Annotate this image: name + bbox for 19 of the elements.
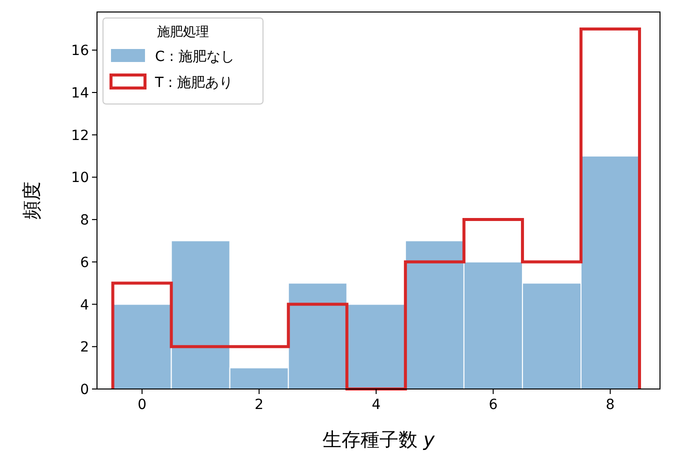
x-tick-label: 8	[606, 397, 615, 413]
y-tick-label: 12	[71, 128, 89, 144]
x-axis-title: 生存種子数 y	[322, 429, 436, 451]
y-tick-label: 0	[80, 382, 89, 398]
legend-label: T : 施肥あり	[154, 75, 234, 91]
y-tick-label: 16	[71, 43, 90, 60]
y-tick-label: 6	[80, 254, 90, 271]
x-tick-label: 0	[138, 397, 147, 413]
y-tick-label: 8	[80, 212, 89, 229]
x-tick-label: 2	[254, 397, 264, 413]
y-tick-label: 10	[71, 170, 89, 186]
legend-label: C : 施肥なし	[155, 49, 234, 65]
y-tick-label: 14	[71, 85, 90, 102]
y-tick-label: 4	[80, 297, 90, 314]
y-axis-title: 頻度	[21, 182, 43, 220]
legend-title: 施肥処理	[157, 25, 209, 40]
x-tick-label: 6	[488, 397, 498, 413]
x-tick-label: 4	[372, 397, 381, 413]
y-tick-label: 2	[80, 340, 89, 356]
